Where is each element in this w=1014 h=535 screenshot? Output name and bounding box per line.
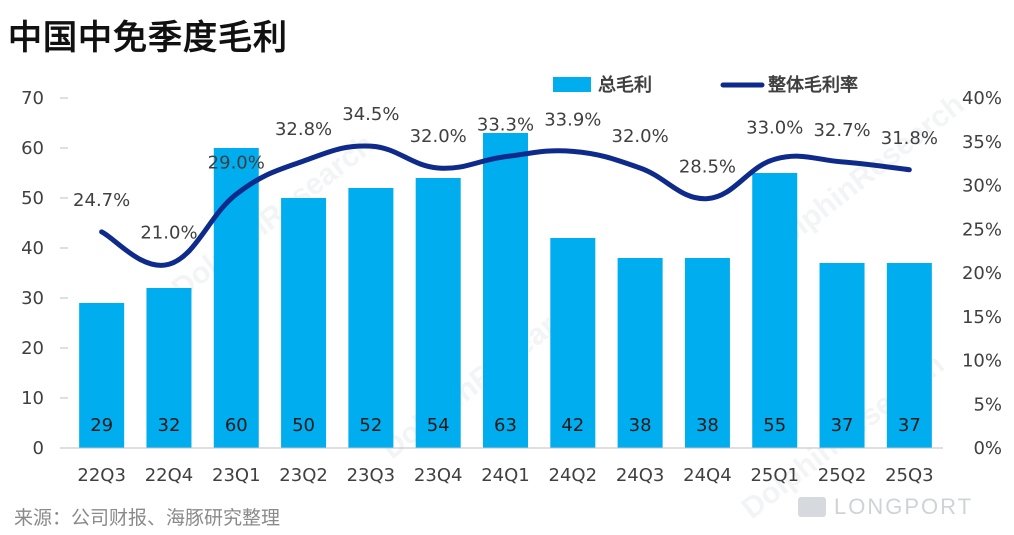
right-tick-label: 35%: [962, 132, 1002, 153]
bar: [213, 148, 259, 448]
x-tick-label: 25Q2: [818, 465, 867, 486]
legend: 总毛利 整体毛利率: [553, 74, 858, 96]
bar-value-label: 29: [90, 415, 113, 436]
bar-value-label: 63: [494, 415, 517, 436]
x-tick-label: 23Q2: [279, 465, 328, 486]
line-labels: 24.7% 21.0% 29.0% 32.8% 34.5% 32.0% 33.3% 33.9%…: [73, 104, 938, 243]
bar-value-label: 54: [427, 415, 450, 436]
x-tick-label: 25Q3: [885, 465, 934, 486]
x-tick-label: 24Q3: [616, 465, 665, 486]
bar: [281, 198, 327, 448]
x-tick-label: 24Q4: [683, 465, 732, 486]
legend-line-label: 整体毛利率: [767, 74, 858, 96]
bar: [886, 263, 932, 448]
line-value-label: 32.7%: [813, 120, 870, 141]
brand-logo: LONGPORT: [798, 494, 973, 520]
bar: [146, 288, 192, 448]
right-tick-label: 40%: [962, 88, 1002, 109]
left-tick-label: 30: [21, 288, 44, 309]
left-tick-label: 0: [33, 438, 44, 459]
legend-bar-label: 总毛利: [598, 74, 652, 96]
right-axis: 0% 5% 10% 15% 20% 25% 30% 35% 40%: [962, 88, 1002, 459]
right-tick-label: 25%: [962, 219, 1002, 240]
x-tick-label: 24Q2: [549, 465, 598, 486]
brand-icon: [798, 497, 826, 517]
right-tick-label: 5%: [973, 394, 1002, 415]
line-value-label: 34.5%: [342, 104, 399, 125]
left-axis: 0 10 20 30 40 50 60 70: [21, 88, 68, 459]
bar-value-label: 60: [225, 415, 248, 436]
bar-value-label: 55: [763, 415, 786, 436]
right-tick-label: 30%: [962, 176, 1002, 197]
x-tick-label: 22Q3: [77, 465, 126, 486]
x-axis: 22Q3 22Q4 23Q1 23Q2 23Q3 23Q4 24Q1 24Q2 24Q3 24Q4…: [77, 465, 933, 486]
line-value-label: 32.0%: [612, 126, 669, 147]
line-value-label: 21.0%: [140, 222, 197, 243]
bar-value-label: 50: [292, 415, 315, 436]
bar: [79, 303, 125, 448]
line-value-label: 33.3%: [477, 115, 534, 136]
bar-value-label: 37: [831, 415, 854, 436]
bar-value-label: 38: [629, 415, 652, 436]
bar-value-label: 37: [898, 415, 921, 436]
bar-value-label: 52: [359, 415, 382, 436]
bar: [617, 258, 663, 448]
bar-value-label: 42: [561, 415, 584, 436]
bar-value-label: 38: [696, 415, 719, 436]
bar: [550, 238, 596, 448]
line-value-label: 29.0%: [208, 152, 265, 173]
legend-bar-swatch: [553, 77, 591, 92]
bar: [752, 173, 798, 448]
bar: [684, 258, 730, 448]
bar: [483, 133, 528, 448]
bar-series: 29 32 60 50 52 54 63 42 38 38 55 37 37: [79, 133, 932, 448]
left-tick-label: 60: [21, 138, 44, 159]
left-tick-label: 40: [21, 238, 44, 259]
line-value-label: 32.0%: [410, 126, 467, 147]
bar: [415, 178, 461, 448]
bar: [348, 188, 394, 448]
source-note: 来源：公司财报、海豚研究整理: [14, 507, 281, 529]
line-value-label: 32.8%: [275, 119, 332, 140]
x-tick-label: 23Q1: [212, 465, 261, 486]
right-tick-label: 20%: [962, 263, 1002, 284]
x-tick-label: 23Q4: [414, 465, 463, 486]
line-value-label: 33.9%: [544, 109, 601, 130]
bar-value-label: 32: [158, 415, 181, 436]
left-tick-label: 70: [21, 88, 44, 109]
line-value-label: 28.5%: [679, 157, 736, 178]
left-tick-label: 50: [21, 188, 44, 209]
right-tick-label: 15%: [962, 307, 1002, 328]
right-tick-label: 0%: [973, 438, 1002, 459]
line-value-label: 31.8%: [881, 128, 938, 149]
x-tick-label: 22Q4: [145, 465, 194, 486]
x-tick-label: 23Q3: [347, 465, 396, 486]
left-tick-label: 10: [21, 388, 44, 409]
right-tick-label: 10%: [962, 351, 1002, 372]
brand-text: LONGPORT: [834, 494, 974, 519]
line-value-label: 24.7%: [73, 190, 130, 211]
chart-title: 中国中免季度毛利: [8, 18, 288, 58]
x-tick-label: 24Q1: [481, 465, 530, 486]
line-value-label: 33.0%: [746, 117, 803, 138]
bar: [819, 263, 865, 448]
gross-margin-line: [99, 143, 912, 268]
left-tick-label: 20: [21, 338, 44, 359]
x-tick-label: 25Q1: [750, 465, 799, 486]
